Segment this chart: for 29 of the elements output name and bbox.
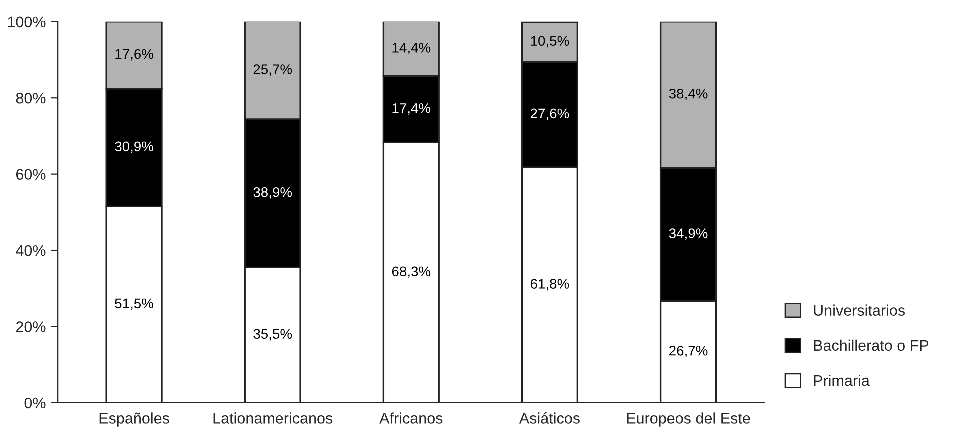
x-tick-label: Africanos — [380, 412, 443, 424]
legend-label: Bachillerato o FP — [814, 340, 929, 352]
data-label: 35,5% — [254, 329, 292, 341]
legend-label: Primaria — [814, 374, 870, 386]
x-tick-label: Españoles — [100, 412, 170, 427]
data-label: 27,6% — [530, 108, 570, 120]
data-label: 10,5% — [531, 36, 570, 48]
data-label: 51,5% — [115, 298, 154, 310]
data-label: 34,9% — [669, 228, 708, 240]
data-label: 25,7% — [254, 64, 292, 76]
y-tick-label: 60% — [16, 169, 46, 180]
y-tick-label: 40% — [16, 245, 46, 256]
y-tick-label: 20% — [16, 322, 46, 332]
data-label: 30,9% — [115, 142, 154, 154]
x-tick-label: Europeos del Este — [627, 412, 750, 427]
data-label: 17,6% — [116, 49, 154, 61]
data-label: 14,4% — [392, 43, 431, 55]
data-label: 38,4% — [669, 88, 708, 100]
data-label: 38,9% — [254, 187, 292, 199]
y-tick-label: 100% — [8, 16, 46, 28]
data-label: 68,3% — [392, 266, 431, 278]
y-tick-label: 80% — [16, 92, 46, 104]
y-tick-label: 0% — [24, 398, 46, 409]
data-label: 61,8% — [530, 279, 570, 291]
x-tick-label: Asiáticos — [519, 412, 580, 424]
legend-label: Universitarios — [814, 304, 906, 316]
x-tick-label: Lationamericanos — [214, 412, 333, 424]
data-label: 17,4% — [392, 104, 431, 115]
data-label: 26,7% — [670, 346, 708, 358]
